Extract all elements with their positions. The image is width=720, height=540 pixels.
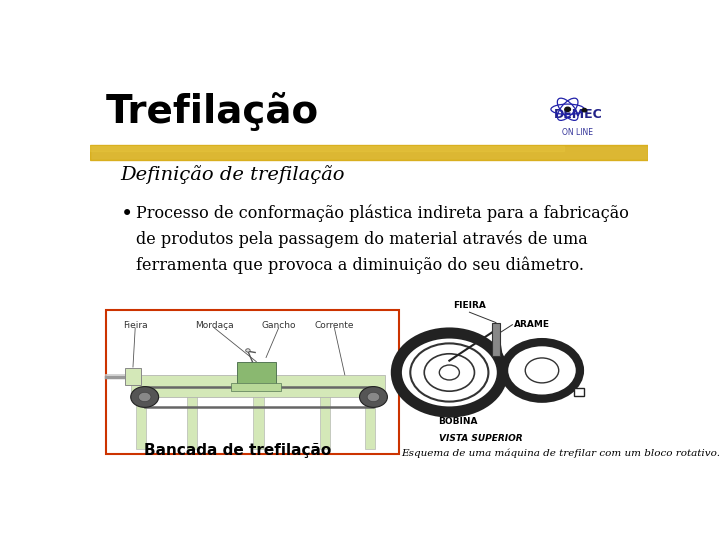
Text: DEMEC: DEMEC <box>554 109 603 122</box>
Bar <box>125 368 141 384</box>
Bar <box>231 383 282 391</box>
Text: Gancho: Gancho <box>261 321 296 329</box>
Circle shape <box>131 387 158 407</box>
Text: ARAME: ARAME <box>514 320 550 329</box>
Text: Trefilação: Trefilação <box>106 92 319 131</box>
Circle shape <box>367 392 379 402</box>
Bar <box>237 362 276 384</box>
Text: FIEIRA: FIEIRA <box>453 301 486 310</box>
Text: BOBINA: BOBINA <box>438 417 478 426</box>
Bar <box>575 388 584 396</box>
Bar <box>106 310 399 454</box>
Text: Bancada de trefilação: Bancada de trefilação <box>144 443 331 458</box>
Circle shape <box>359 387 387 407</box>
Text: ON LINE: ON LINE <box>562 128 593 137</box>
Bar <box>365 397 375 449</box>
Text: Esquema de uma máquina de trefilar com um bloco rotativo.: Esquema de uma máquina de trefilar com u… <box>401 448 720 458</box>
Circle shape <box>582 109 587 112</box>
Text: VISTA SUPERIOR: VISTA SUPERIOR <box>438 434 523 443</box>
Circle shape <box>565 107 570 111</box>
Text: Processo de conformação plástica indireta para a fabricação
de produtos pela pas: Processo de conformação plástica indiret… <box>136 204 629 274</box>
Circle shape <box>138 392 151 402</box>
Bar <box>320 397 330 449</box>
Bar <box>131 375 384 397</box>
Bar <box>90 145 648 160</box>
Bar <box>492 322 500 356</box>
Text: Mordaça: Mordaça <box>195 321 234 329</box>
Text: Definição de trefilação: Definição de trefilação <box>121 165 345 184</box>
Text: •: • <box>121 204 133 224</box>
Bar <box>90 146 564 151</box>
Text: Fieira: Fieira <box>123 321 148 329</box>
Bar <box>253 397 264 449</box>
Circle shape <box>246 349 250 352</box>
Text: Corrente: Corrente <box>315 321 354 329</box>
Bar <box>186 397 197 449</box>
Bar <box>136 397 146 449</box>
